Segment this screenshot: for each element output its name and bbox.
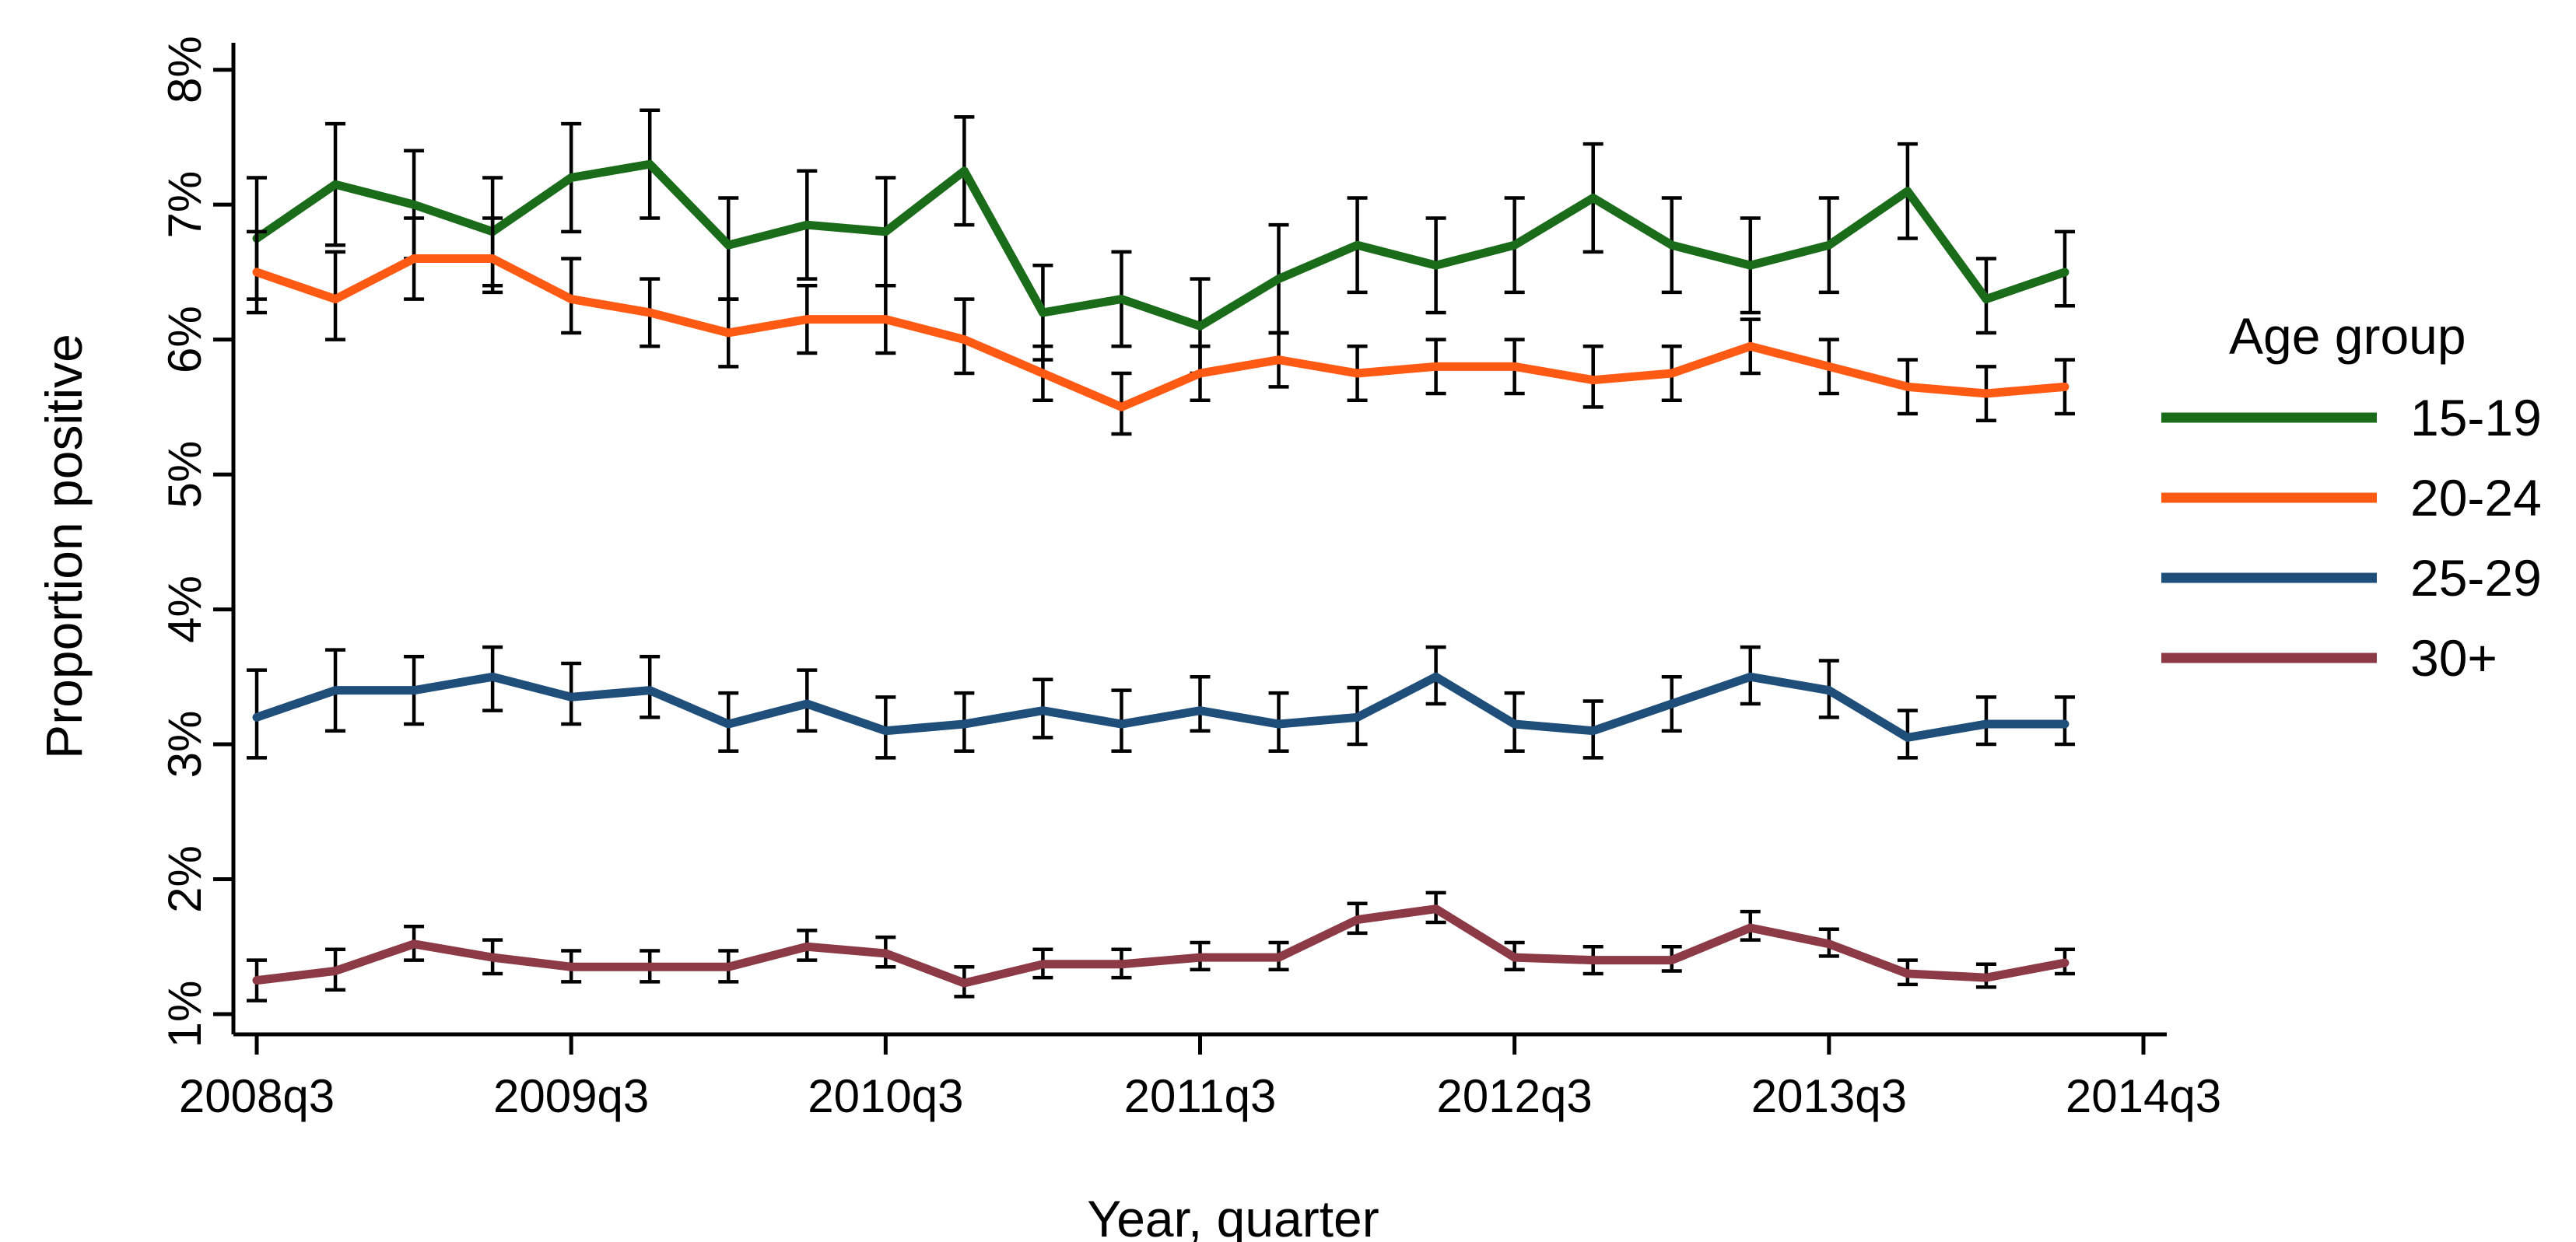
y-tick-label: 4%	[159, 576, 211, 643]
series-15-19	[247, 108, 2075, 376]
series-line	[252, 904, 2070, 988]
y-tick-label: 5%	[159, 441, 211, 509]
y-axis-label: Proportion positive	[35, 334, 93, 759]
x-axis-label: Year, quarter	[1087, 1190, 1379, 1242]
series-line	[252, 254, 2070, 411]
x-tick-label: 2008q3	[179, 1070, 335, 1122]
x-tick-label: 2013q3	[1751, 1070, 1907, 1122]
series-25-29	[247, 645, 2075, 760]
legend-label: 15-19	[2410, 389, 2542, 446]
legend-title: Age group	[2229, 307, 2466, 365]
axes	[231, 43, 2167, 1037]
y-tick-label: 7%	[159, 171, 211, 239]
y-tick-label: 8%	[159, 36, 211, 103]
legend-item: 25-29	[2161, 549, 2542, 607]
y-tick-label: 2%	[159, 845, 211, 913]
x-axis-ticks: 2008q3 2009q3 2010q3 2011q3 2012q3 2013q3 2014…	[179, 1034, 2221, 1122]
series-line	[252, 672, 2070, 742]
x-tick-label: 2009q3	[493, 1070, 649, 1122]
legend-item: 30+	[2161, 629, 2497, 687]
y-tick-label: 3%	[159, 711, 211, 778]
legend-item: 20-24	[2161, 469, 2542, 527]
legend-item: 15-19	[2161, 389, 2542, 446]
x-tick-label: 2011q3	[1124, 1070, 1277, 1122]
series-layer	[247, 108, 2075, 1002]
x-tick-label: 2012q3	[1437, 1070, 1593, 1122]
legend-label: 25-29	[2410, 549, 2542, 607]
y-axis-ticks: 1% 2% 3% 4% 5% 6% 7% 8%	[159, 36, 233, 1048]
legend: Age group 15-19 20-24 25-29 30+	[2161, 307, 2542, 687]
series-20-24	[247, 216, 2075, 436]
error-bar	[1190, 675, 1211, 733]
y-tick-label: 1%	[159, 981, 211, 1048]
series-line	[252, 159, 2070, 331]
legend-label: 20-24	[2410, 469, 2542, 527]
legend-label: 30+	[2410, 629, 2497, 687]
x-tick-label: 2010q3	[808, 1070, 963, 1122]
x-tick-label: 2014q3	[2066, 1070, 2221, 1122]
y-tick-label: 6%	[159, 306, 211, 373]
series-30+	[247, 890, 2075, 1002]
